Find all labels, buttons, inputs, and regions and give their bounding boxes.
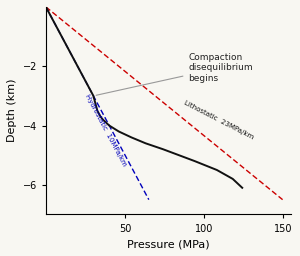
Y-axis label: Depth (km): Depth (km)	[7, 79, 17, 142]
X-axis label: Pressure (MPa): Pressure (MPa)	[127, 239, 210, 249]
Text: Hydrostatic  10MPa/km: Hydrostatic 10MPa/km	[84, 93, 127, 167]
Text: Compaction
disequilibrium
begins: Compaction disequilibrium begins	[96, 53, 253, 95]
Text: Lithostatic  23MPa/km: Lithostatic 23MPa/km	[183, 100, 254, 140]
